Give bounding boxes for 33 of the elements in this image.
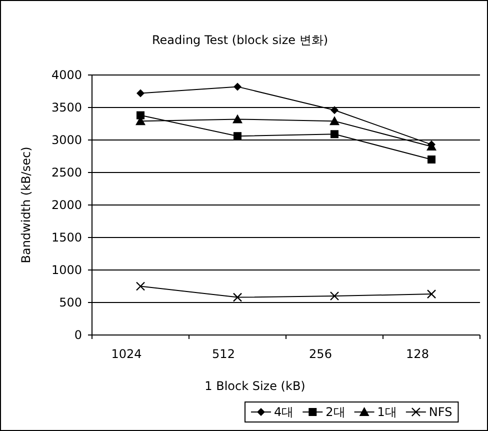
point [330, 116, 340, 126]
legend-label: 2대 [326, 405, 346, 419]
y-tick-label: 4000 [51, 68, 82, 82]
x-tick-label: 512 [212, 347, 235, 361]
point [234, 82, 242, 91]
point [232, 114, 242, 124]
point [136, 282, 146, 291]
legend-label: 1대 [377, 405, 397, 419]
y-tick-label: 2000 [51, 198, 82, 212]
y-tick-label: 2500 [51, 166, 82, 180]
point [428, 156, 436, 164]
y-tick-label: 3500 [51, 100, 82, 114]
point [330, 106, 338, 114]
x-tick-label: 128 [406, 347, 429, 361]
point [426, 289, 436, 299]
y-tick-label: 1500 [51, 230, 82, 244]
point [232, 292, 242, 302]
x-axis-title: 1 Block Size (kB) [204, 379, 306, 393]
point [136, 111, 144, 120]
point [330, 130, 338, 138]
x-tick-label: 256 [309, 347, 332, 361]
point [136, 89, 144, 98]
y-tick-label: 0 [74, 328, 82, 342]
point [234, 132, 242, 140]
x-tick-label: 1024 [111, 347, 142, 361]
legend-label: NFS [428, 405, 452, 419]
y-axis-title: Bandwidth (kB/sec) [19, 146, 33, 264]
y-tick-label: 3000 [51, 133, 82, 147]
y-tick-label: 1000 [51, 263, 82, 277]
point [330, 291, 340, 301]
legend-label: 4대 [274, 405, 294, 419]
chart-title: Reading Test (block size 변화) [152, 33, 328, 47]
y-tick-label: 500 [59, 296, 82, 310]
